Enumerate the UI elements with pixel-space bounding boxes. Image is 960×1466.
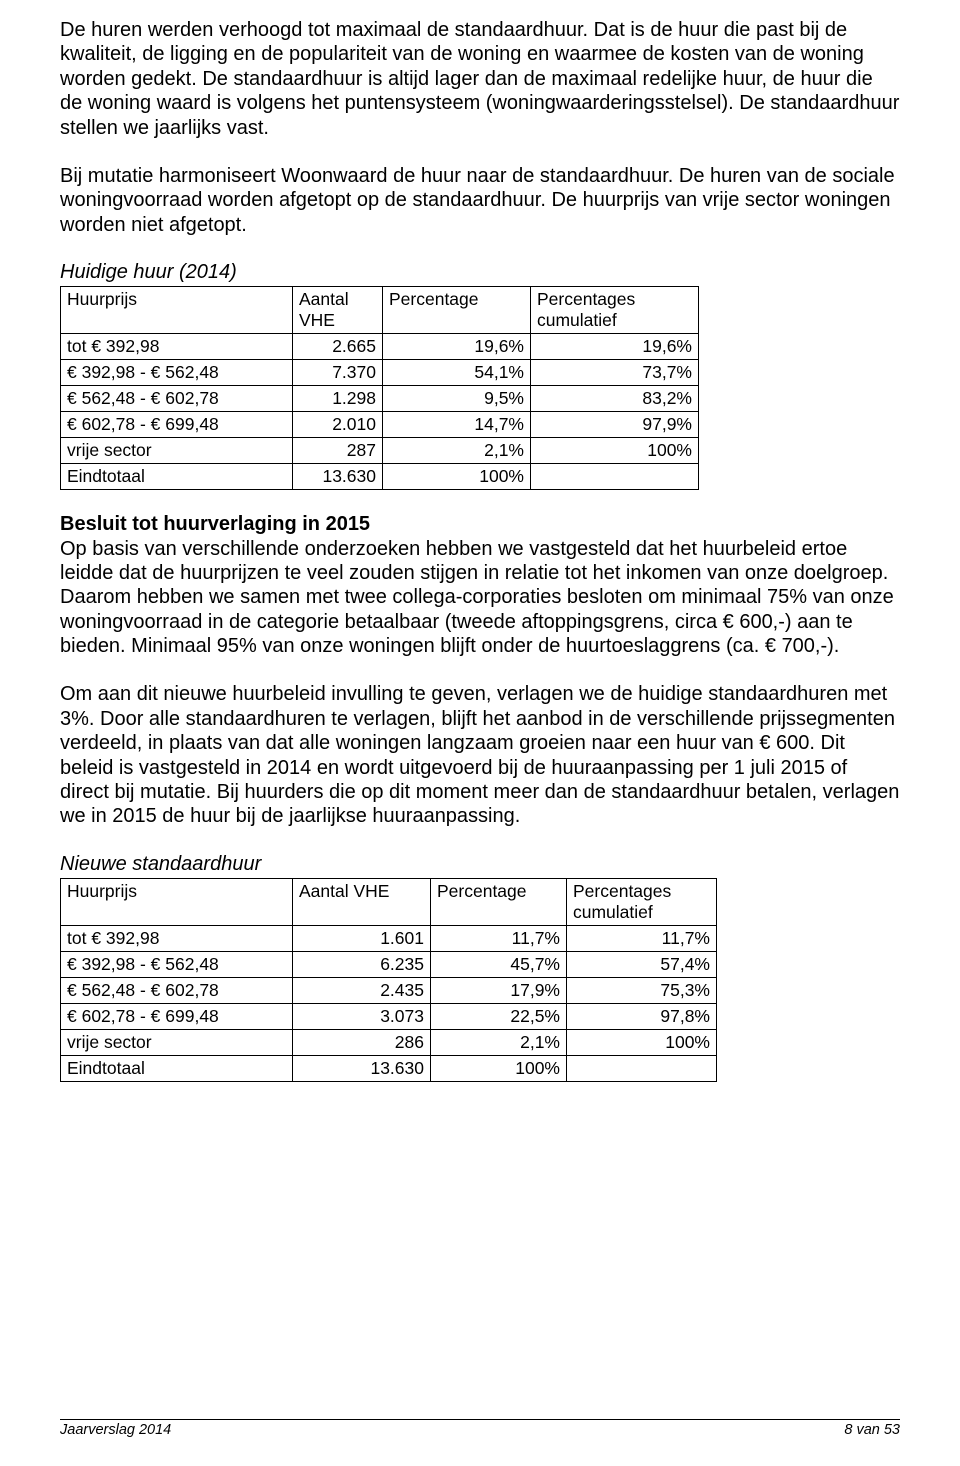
- cell-cum: 97,9%: [531, 412, 699, 438]
- th-huurprijs: Huurprijs: [61, 287, 293, 334]
- cell-pct: 54,1%: [383, 360, 531, 386]
- th-percentage: Percentage: [431, 878, 567, 925]
- paragraph-2: Bij mutatie harmoniseert Woonwaard de hu…: [60, 164, 900, 237]
- th-percentage: Percentage: [383, 287, 531, 334]
- table-row: tot € 392,98 1.601 11,7% 11,7%: [61, 925, 717, 951]
- section-besluit: Besluit tot huurverlaging in 2015 Op bas…: [60, 512, 900, 658]
- table-header-row: Huurprijs AantalVHE Percentage Percentag…: [61, 287, 699, 334]
- table-total-row: Eindtotaal 13.630 100%: [61, 1055, 717, 1081]
- cell-cum: 11,7%: [567, 925, 717, 951]
- paragraph-4: Om aan dit nieuwe huurbeleid invulling t…: [60, 682, 900, 828]
- cell-vhe: 13.630: [293, 1055, 431, 1081]
- cell-vhe: 6.235: [293, 951, 431, 977]
- th-cumulatief: Percentagescumulatief: [531, 287, 699, 334]
- cell-cum: 97,8%: [567, 1003, 717, 1029]
- cell-pct: 14,7%: [383, 412, 531, 438]
- th-aantal-vhe: AantalVHE: [293, 287, 383, 334]
- cell-vhe: 287: [293, 438, 383, 464]
- cell-label: Eindtotaal: [61, 464, 293, 490]
- cell-cum: 73,7%: [531, 360, 699, 386]
- cell-pct: 17,9%: [431, 977, 567, 1003]
- th-huurprijs: Huurprijs: [61, 878, 293, 925]
- cell-cum: [531, 464, 699, 490]
- cell-cum: 100%: [531, 438, 699, 464]
- cell-label: € 602,78 - € 699,48: [61, 412, 293, 438]
- cell-pct: 19,6%: [383, 334, 531, 360]
- table-nieuwe-standaardhuur: Huurprijs Aantal VHE Percentage Percenta…: [60, 878, 717, 1082]
- table-row: € 392,98 - € 562,48 7.370 54,1% 73,7%: [61, 360, 699, 386]
- cell-vhe: 286: [293, 1029, 431, 1055]
- cell-pct: 22,5%: [431, 1003, 567, 1029]
- table-total-row: Eindtotaal 13.630 100%: [61, 464, 699, 490]
- cell-label: Eindtotaal: [61, 1055, 293, 1081]
- table-row: vrije sector 286 2,1% 100%: [61, 1029, 717, 1055]
- cell-cum: 19,6%: [531, 334, 699, 360]
- th-aantal-vhe: Aantal VHE: [293, 878, 431, 925]
- cell-label: € 562,48 - € 602,78: [61, 386, 293, 412]
- cell-vhe: 7.370: [293, 360, 383, 386]
- cell-vhe: 2.435: [293, 977, 431, 1003]
- table-header-row: Huurprijs Aantal VHE Percentage Percenta…: [61, 878, 717, 925]
- table-row: € 562,48 - € 602,78 2.435 17,9% 75,3%: [61, 977, 717, 1003]
- table-row: vrije sector 287 2,1% 100%: [61, 438, 699, 464]
- table2-caption: Nieuwe standaardhuur: [60, 853, 900, 876]
- th-cumulatief: Percentagescumulatief: [567, 878, 717, 925]
- table-row: € 602,78 - € 699,48 3.073 22,5% 97,8%: [61, 1003, 717, 1029]
- table-row: tot € 392,98 2.665 19,6% 19,6%: [61, 334, 699, 360]
- cell-pct: 2,1%: [431, 1029, 567, 1055]
- cell-cum: 100%: [567, 1029, 717, 1055]
- cell-cum: 57,4%: [567, 951, 717, 977]
- cell-pct: 100%: [383, 464, 531, 490]
- cell-vhe: 13.630: [293, 464, 383, 490]
- table-row: € 602,78 - € 699,48 2.010 14,7% 97,9%: [61, 412, 699, 438]
- page-footer: Jaarverslag 2014 8 van 53: [60, 1419, 900, 1438]
- cell-cum: 83,2%: [531, 386, 699, 412]
- cell-label: € 392,98 - € 562,48: [61, 360, 293, 386]
- cell-pct: 100%: [431, 1055, 567, 1081]
- cell-label: vrije sector: [61, 438, 293, 464]
- cell-vhe: 3.073: [293, 1003, 431, 1029]
- table-row: € 392,98 - € 562,48 6.235 45,7% 57,4%: [61, 951, 717, 977]
- cell-vhe: 2.665: [293, 334, 383, 360]
- cell-pct: 9,5%: [383, 386, 531, 412]
- cell-pct: 11,7%: [431, 925, 567, 951]
- cell-vhe: 1.298: [293, 386, 383, 412]
- heading-besluit: Besluit tot huurverlaging in 2015: [60, 513, 370, 535]
- cell-cum: [567, 1055, 717, 1081]
- cell-label: € 392,98 - € 562,48: [61, 951, 293, 977]
- page: De huren werden verhoogd tot maximaal de…: [0, 0, 960, 1466]
- paragraph-3: Op basis van verschillende onderzoeken h…: [60, 538, 894, 658]
- cell-label: vrije sector: [61, 1029, 293, 1055]
- cell-label: tot € 392,98: [61, 925, 293, 951]
- paragraph-1: De huren werden verhoogd tot maximaal de…: [60, 18, 900, 140]
- cell-pct: 2,1%: [383, 438, 531, 464]
- footer-page-number: 8 van 53: [844, 1422, 900, 1438]
- cell-pct: 45,7%: [431, 951, 567, 977]
- table-row: € 562,48 - € 602,78 1.298 9,5% 83,2%: [61, 386, 699, 412]
- table1-caption: Huidige huur (2014): [60, 261, 900, 284]
- cell-vhe: 1.601: [293, 925, 431, 951]
- table-huidige-huur: Huurprijs AantalVHE Percentage Percentag…: [60, 286, 699, 490]
- cell-label: € 602,78 - € 699,48: [61, 1003, 293, 1029]
- cell-cum: 75,3%: [567, 977, 717, 1003]
- cell-vhe: 2.010: [293, 412, 383, 438]
- cell-label: € 562,48 - € 602,78: [61, 977, 293, 1003]
- footer-title: Jaarverslag 2014: [60, 1422, 171, 1438]
- cell-label: tot € 392,98: [61, 334, 293, 360]
